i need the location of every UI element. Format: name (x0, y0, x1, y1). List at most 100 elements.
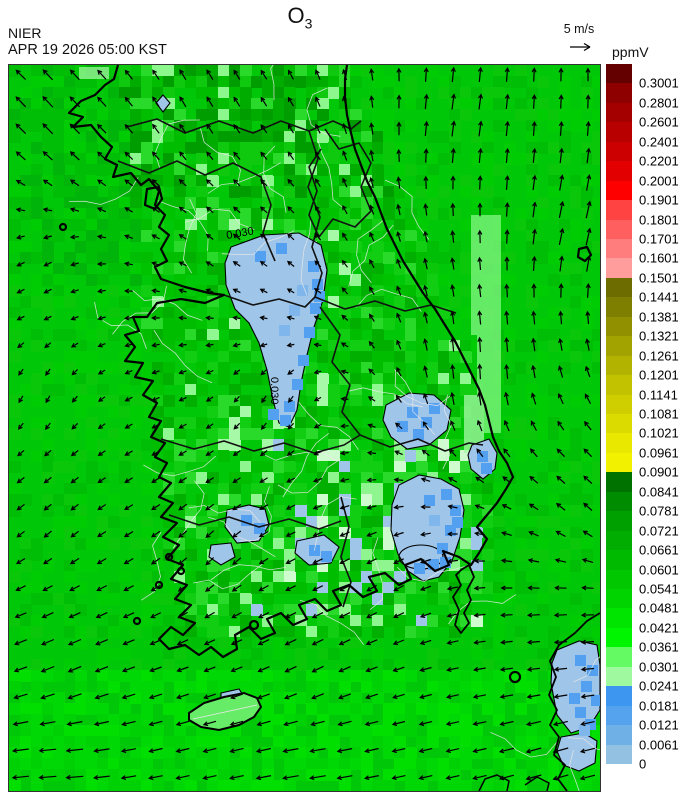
colorbar-segment (606, 569, 632, 590)
iki-island (508, 670, 522, 684)
kyushu-coast (548, 612, 600, 791)
colorbar-label: 0.1381 (639, 309, 679, 325)
colorbar-segment (606, 141, 632, 162)
colorbar-label: 0.0721 (639, 523, 679, 539)
colorbar-label: 0 (639, 756, 647, 772)
colorbar-segment (606, 258, 632, 279)
colorbar-segment (606, 375, 632, 396)
colorbar-label: 0.1501 (639, 270, 679, 286)
colorbar-segment (606, 83, 632, 104)
map-canvas: 0.030 0.030 (9, 65, 600, 791)
colorbar-segment (606, 589, 632, 609)
colorbar-segment (606, 297, 632, 318)
colorbar-label: 0.1701 (639, 231, 679, 247)
colorbar-segment (606, 122, 632, 143)
colorbar-segment (606, 686, 632, 707)
wind-reference-label: 5 m/s (563, 22, 595, 36)
colorbar-label: 0.0601 (639, 562, 679, 578)
colorbar-segment (606, 705, 632, 726)
colorbar-segment (606, 414, 632, 434)
wind-reference-arrow-icon (570, 42, 591, 52)
colorbar-segment (606, 277, 632, 298)
colorbar-segment (606, 102, 632, 123)
colorbar-label: 0.2801 (639, 95, 679, 111)
colorbar-segment (606, 180, 632, 201)
colorbar-label: 0.1201 (639, 367, 679, 383)
species-symbol: O (287, 3, 305, 28)
colorbar-label: 0.0301 (639, 659, 679, 675)
colorbar-segment (606, 744, 632, 765)
ozone-concentration-map: 0.030 0.030 (8, 64, 601, 792)
province-boundaries (117, 118, 484, 608)
colorbar-label: 0.2201 (639, 153, 679, 169)
sw-islet-3 (154, 580, 164, 590)
low-patch-busan-gyeongnam (390, 474, 465, 582)
colorbar-label: 0.1601 (639, 250, 679, 266)
colorbar-label: 0.0241 (639, 678, 679, 694)
colorbar-label: 0.1021 (639, 425, 679, 441)
colorbar-segment (606, 472, 632, 493)
colorbar-label: 0.1321 (639, 328, 679, 344)
pale-green-band (79, 67, 501, 453)
colorbar-unit-label: ppmV (612, 44, 649, 60)
colorbar-segment (606, 64, 632, 84)
sw-islet-1 (164, 552, 174, 562)
colorbar-segment (606, 550, 632, 571)
colorbar-label: 0.1261 (639, 348, 679, 364)
low-patch-northeast-small (155, 94, 171, 113)
colorbar-segment (606, 627, 632, 648)
colorbar-segment (606, 239, 632, 259)
colorbar-label: 0.2401 (639, 134, 679, 150)
colorbar-label: 0.0181 (639, 698, 679, 714)
low-patch-south-coast-b (208, 542, 236, 566)
colorbar-label: 0.2001 (639, 173, 679, 189)
colorbar-label: 0.0481 (639, 600, 679, 616)
agency-label: NIER (8, 25, 42, 41)
colorbar-segment (606, 219, 632, 240)
colorbar-label: 0.1441 (639, 289, 679, 305)
county-boundaries (68, 65, 600, 791)
contour-value-label-vertical: 0.030 (268, 377, 280, 405)
ganghwa-island (143, 185, 164, 211)
colorbar-label: 0.0361 (639, 639, 679, 655)
colorbar-segment (606, 200, 632, 221)
colorbar-segment (606, 394, 632, 415)
chuja-island (248, 619, 260, 631)
contour-value-label: 0.030 (225, 225, 254, 242)
colorbar-label: 0.0841 (639, 484, 679, 500)
colorbar-segment (606, 336, 632, 357)
tsushima-island (452, 564, 475, 634)
colorbar-label: 0.3001 (639, 75, 679, 91)
sw-islet-4 (132, 616, 142, 626)
colorbar-label: 0.2601 (639, 114, 679, 130)
colorbar-label: 0.0661 (639, 542, 679, 558)
page-title: O3 (0, 3, 600, 31)
colorbar-segment (606, 161, 632, 182)
colorbar-label: 0.0061 (639, 737, 679, 753)
colorbar-label: 0.0541 (639, 581, 679, 597)
colorbar-segment (606, 530, 632, 551)
sw-islet-2 (176, 566, 186, 576)
colorbar-segment (606, 647, 632, 668)
kyushu-islets (478, 774, 550, 791)
colorbar-label: 0.1081 (639, 406, 679, 422)
colorbar-label: 0.0901 (639, 464, 679, 480)
colorbar-segment (606, 433, 632, 454)
colorbar-segment (606, 355, 632, 376)
colorbar-segment (606, 316, 632, 337)
colorbar: 0.3001 0.2801 0.2601 0.2401 0.2201 0.2001 0.19… (606, 64, 692, 776)
valid-datetime-label: APR 19 2026 05:00 KST (8, 42, 167, 58)
colorbar-label: 0.1901 (639, 192, 679, 208)
colorbar-segment (606, 725, 632, 746)
colorbar-label: 0.1801 (639, 212, 679, 228)
colorbar-segment (606, 491, 632, 512)
colorbar-segment (606, 666, 632, 687)
colorbar-label: 0.0781 (639, 503, 679, 519)
colorbar-segment (606, 608, 632, 629)
colorbar-label: 0.0961 (639, 445, 679, 461)
colorbar-label: 0.1141 (639, 387, 678, 403)
wind-vector-field (11, 66, 596, 781)
colorbar-segment (606, 511, 632, 532)
colorbar-label: 0.0421 (639, 620, 679, 636)
